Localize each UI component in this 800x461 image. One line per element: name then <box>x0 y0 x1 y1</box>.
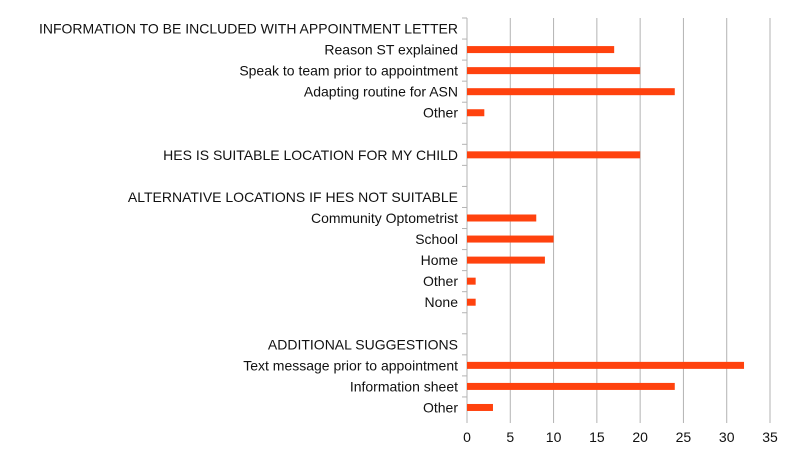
category-label: Other <box>423 399 458 415</box>
category-label: Other <box>423 105 458 121</box>
x-tick-label: 10 <box>546 429 562 445</box>
bar <box>467 361 745 369</box>
x-tick-label: 20 <box>632 429 648 445</box>
bar <box>467 46 615 54</box>
x-tick-label: 15 <box>589 429 605 445</box>
category-label: None <box>425 294 459 310</box>
bar <box>467 382 675 390</box>
x-tick-label: 0 <box>463 429 471 445</box>
category-labels: INFORMATION TO BE INCLUDED WITH APPOINTM… <box>39 21 458 416</box>
category-label: Adapting routine for ASN <box>304 84 458 100</box>
category-label: Other <box>423 273 458 289</box>
category-label: Community Optometrist <box>311 210 458 226</box>
x-tick-labels: 0 5 10 15 20 25 30 35 <box>463 429 778 445</box>
x-tick-label: 25 <box>676 429 692 445</box>
category-label: Text message prior to appointment <box>243 357 458 373</box>
bar <box>467 256 545 264</box>
category-label: ADDITIONAL SUGGESTIONS <box>268 336 458 352</box>
bar <box>467 109 485 117</box>
category-label: Information sheet <box>350 378 458 394</box>
bar <box>467 298 476 306</box>
bar <box>467 151 641 159</box>
category-label: School <box>415 231 458 247</box>
x-tick-label: 35 <box>762 429 778 445</box>
bar <box>467 88 675 96</box>
category-label: ALTERNATIVE LOCATIONS IF HES NOT SUITABL… <box>128 189 458 205</box>
category-label: Home <box>421 252 459 268</box>
category-label: HES IS SUITABLE LOCATION FOR MY CHILD <box>163 147 458 163</box>
category-label: Speak to team prior to appointment <box>239 63 458 79</box>
grid-lines <box>462 17 771 423</box>
bars <box>467 46 745 411</box>
bar <box>467 214 537 222</box>
bar <box>467 67 641 75</box>
bar <box>467 277 476 285</box>
x-tick-label: 5 <box>506 429 514 445</box>
category-label: Reason ST explained <box>324 42 458 58</box>
category-label: INFORMATION TO BE INCLUDED WITH APPOINTM… <box>39 21 458 37</box>
bar <box>467 235 554 243</box>
bar <box>467 403 493 411</box>
x-tick-label: 30 <box>719 429 735 445</box>
